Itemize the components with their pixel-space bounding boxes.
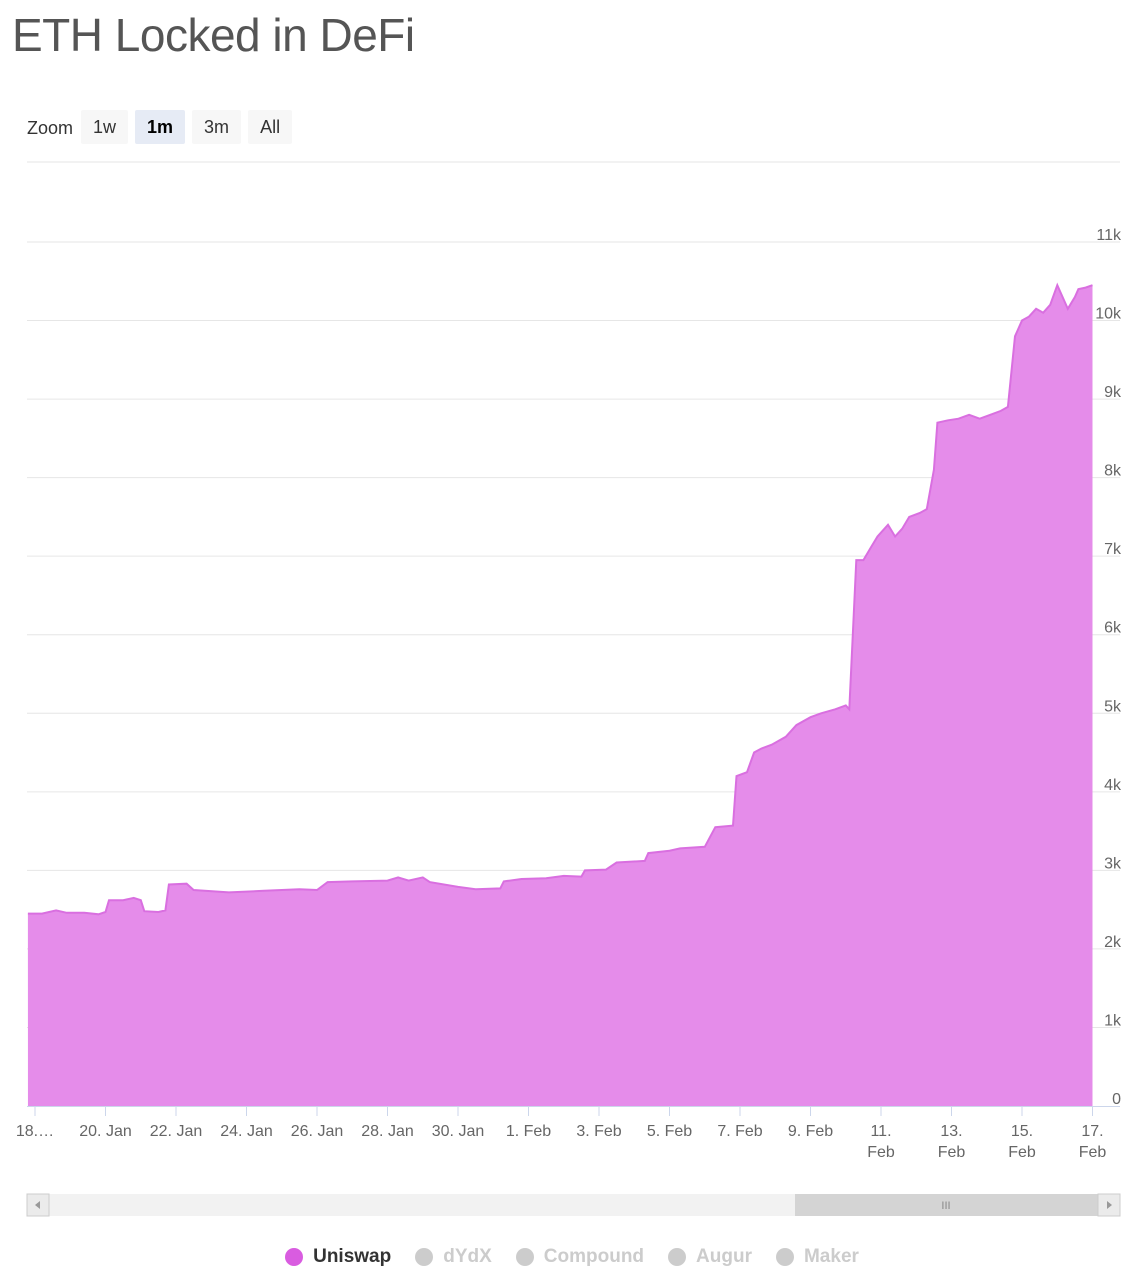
legend-item-augur[interactable]: Augur [668,1246,752,1268]
legend-label: Augur [696,1246,752,1267]
x-tick-label: 5. Feb [647,1123,692,1140]
scrollbar-thumb [795,1194,1098,1216]
y-tick-label: 4k [1104,777,1122,794]
zoom-1w-button[interactable]: 1w [81,110,129,144]
y-tick-label: 3k [1104,855,1122,872]
y-tick-label: 0 [1112,1091,1121,1108]
x-tick-label: 9. Feb [788,1123,833,1140]
chevron-left-icon [35,1201,40,1209]
legend-item-compound[interactable]: Compound [515,1246,645,1268]
x-tick-label: 22. Jan [150,1123,202,1140]
y-tick-label: 8k [1104,463,1122,480]
x-tick-label: 30. Jan [432,1123,484,1140]
y-tick-label: 6k [1104,620,1122,637]
zoom-1m-button[interactable]: 1m [135,110,186,144]
y-tick-label: 10k [1095,306,1122,323]
chevron-right-icon [1107,1201,1112,1209]
zoom-all-button[interactable]: All [248,110,293,144]
legend-dot-icon [515,1248,534,1266]
x-tick-label: 24. Jan [220,1123,272,1140]
legend-dot-icon [775,1248,794,1266]
x-tick-label: 28. Jan [361,1123,413,1140]
y-tick-label: 11k [1096,227,1122,244]
legend-dot-icon [415,1248,434,1266]
y-tick-label: 2k [1104,934,1122,951]
zoom-bar: Zoom 1w 1m 3m All [27,110,299,144]
x-tick-label: 13. Feb [938,1123,966,1161]
legend-label: dYdX [443,1246,492,1267]
x-tick-label: 26. Jan [291,1123,343,1140]
y-tick-label: 1k [1104,1012,1122,1029]
chart-area: 0 1k 2k 3k 4k 5k 6k 7k 8k 9k 10k 11k 18.… 20. Jan 22. … [16,161,1122,1217]
scrollbar-grip-icon: III [941,1200,950,1212]
legend-dot-icon [668,1248,687,1266]
chart-title: ETH Locked in DeFi [12,9,415,61]
x-tick-label: 15. Feb [1008,1123,1036,1161]
legend-label: Uniswap [313,1246,392,1267]
x-tick-label: 3. Feb [576,1123,621,1140]
series-line-uniswap [27,282,1093,916]
x-tick-label: 20. Jan [79,1123,131,1140]
x-tick-label: 11. Feb [867,1123,895,1161]
legend-item-maker[interactable]: Maker [775,1246,859,1268]
legend-dot-icon [285,1248,304,1266]
y-tick-label: 5k [1104,698,1122,715]
x-tick-label: 18.… [16,1123,54,1140]
x-tick-label: 17. Feb [1079,1123,1107,1161]
legend-label: Maker [803,1246,859,1267]
legend-item-uniswap[interactable]: Uniswap [285,1246,391,1268]
zoom-label: Zoom [27,117,74,138]
x-tick-label: 7. Feb [717,1123,762,1140]
y-tick-label: 9k [1104,384,1122,401]
legend: Uniswap dYdX Compound Augur Maker [0,1240,1144,1274]
zoom-3m-button[interactable]: 3m [192,110,242,144]
y-tick-label: 7k [1104,541,1122,558]
legend-label: Compound [543,1246,645,1267]
legend-item-dydx[interactable]: dYdX [415,1246,492,1268]
series-area-uniswap [27,285,1093,1106]
x-tick-label: 1. Feb [506,1123,551,1140]
